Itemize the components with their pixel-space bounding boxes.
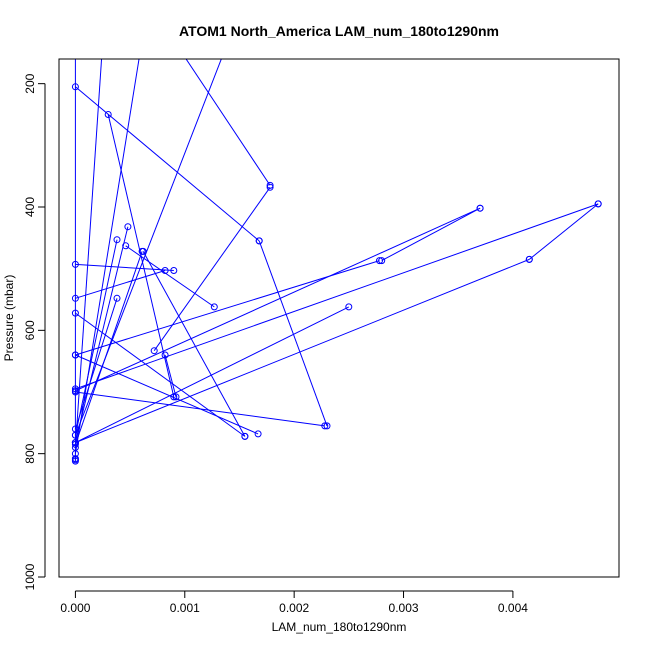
data-point xyxy=(378,257,386,265)
x-tick-label: 0.004 xyxy=(498,601,528,615)
data-point xyxy=(71,309,79,317)
data-point xyxy=(71,385,79,393)
data-point xyxy=(345,303,353,311)
y-axis-label: Pressure (mbar) xyxy=(2,275,16,362)
series-16 xyxy=(150,183,274,355)
x-axis-label: LAM_num_180to1290nm xyxy=(272,620,407,634)
series-3 xyxy=(185,59,274,189)
data-point xyxy=(241,432,249,440)
series-line xyxy=(75,258,530,444)
data-point xyxy=(594,200,602,208)
chart-title: ATOM1 North_America LAM_num_180to1290nm xyxy=(179,23,499,39)
x-tick-label: 0.001 xyxy=(170,601,200,615)
series-line xyxy=(75,203,599,390)
data-point xyxy=(170,267,178,274)
series-15 xyxy=(122,242,218,311)
data-point xyxy=(113,294,121,302)
y-tick-label: 600 xyxy=(23,320,37,340)
data-point xyxy=(122,242,130,250)
data-point xyxy=(71,455,79,463)
data-point xyxy=(266,183,274,191)
data-point xyxy=(210,303,218,311)
x-tick-label: 0.002 xyxy=(279,601,309,615)
series-line xyxy=(75,391,325,427)
series-line xyxy=(74,251,143,445)
data-point xyxy=(321,422,329,430)
series-line xyxy=(185,59,271,186)
series-line xyxy=(75,207,481,392)
data-point xyxy=(124,223,132,231)
data-point xyxy=(71,425,79,433)
series-26 xyxy=(71,303,353,447)
data-point xyxy=(255,237,263,245)
data-point xyxy=(104,111,112,118)
y-tick-label: 800 xyxy=(23,443,37,463)
data-point xyxy=(139,247,147,255)
y-tick-label: 1000 xyxy=(23,563,37,590)
series-line xyxy=(75,270,166,299)
series-line xyxy=(74,226,129,443)
data-point xyxy=(71,83,79,91)
x-tick-label: 0.000 xyxy=(60,601,90,615)
data-point xyxy=(266,181,274,189)
y-tick-label: 400 xyxy=(23,197,37,217)
series-line xyxy=(153,187,271,351)
x-axis: 0.000 0.001 0.002 0.003 0.004 xyxy=(60,590,528,615)
series-line xyxy=(74,59,103,448)
data-point xyxy=(71,439,79,447)
x-tick-label: 0.003 xyxy=(389,601,419,615)
series-line xyxy=(75,306,350,444)
y-axis: 200 400 600 800 1000 xyxy=(23,73,46,590)
y-tick-label: 200 xyxy=(23,73,37,93)
series-line xyxy=(75,263,174,271)
data-point xyxy=(71,351,79,359)
series-27 xyxy=(71,388,329,430)
series-28 xyxy=(161,351,180,401)
data-point xyxy=(71,294,79,302)
plot-frame xyxy=(58,58,620,578)
data-point xyxy=(113,236,121,244)
plot-area xyxy=(71,59,602,465)
series-line xyxy=(164,354,177,398)
data-point xyxy=(71,457,79,465)
data-point xyxy=(150,347,158,355)
data-point xyxy=(254,430,262,438)
series-line xyxy=(74,239,118,436)
series-line xyxy=(258,240,328,427)
data-point xyxy=(71,260,79,268)
series-line xyxy=(528,203,599,260)
data-point xyxy=(71,388,79,396)
series-line xyxy=(125,245,215,308)
series-line xyxy=(381,207,481,262)
data-point xyxy=(476,204,484,212)
data-point xyxy=(161,351,169,359)
series-14 xyxy=(71,260,178,274)
series-line xyxy=(142,251,246,437)
series-line xyxy=(75,354,259,435)
data-point xyxy=(172,393,180,401)
series-29 xyxy=(71,455,79,465)
data-point xyxy=(525,255,533,263)
